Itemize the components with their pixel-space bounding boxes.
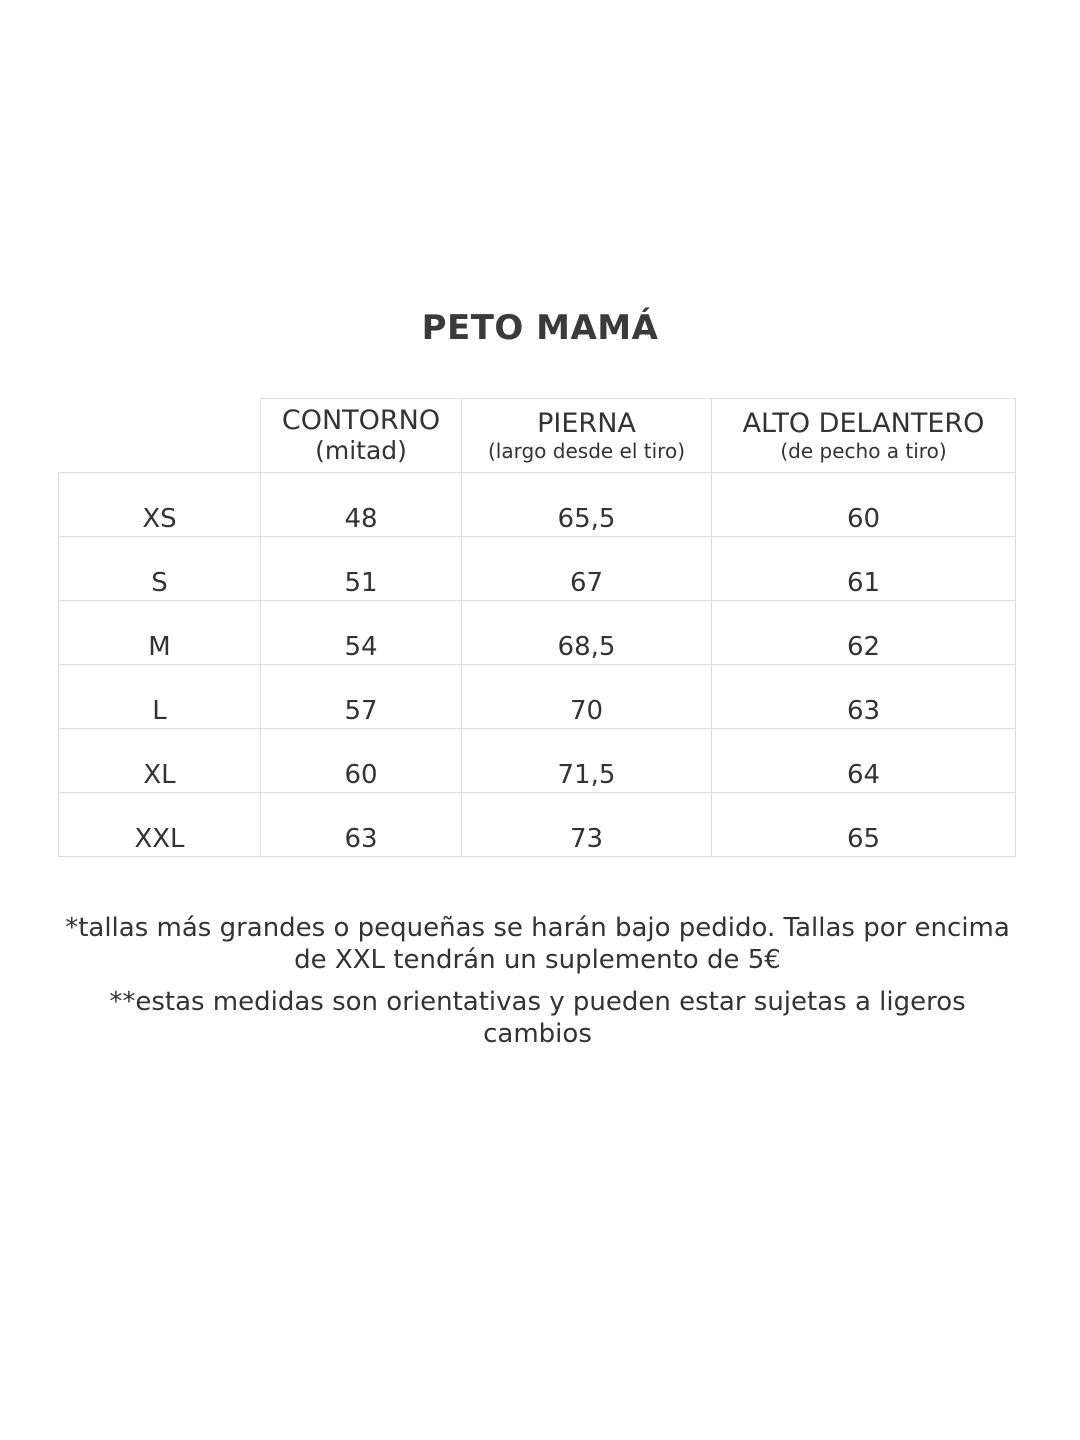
table-row: S 51 67 61 — [58, 536, 1016, 601]
header-empty-cell — [58, 398, 261, 473]
header-label: ALTO DELANTERO — [742, 407, 985, 439]
footnote: *tallas más grandes o pequeñas se harán … — [65, 913, 1010, 975]
value-cell: 67 — [461, 536, 712, 601]
value-cell: 71,5 — [461, 728, 712, 793]
footnote: **estas medidas son orientativas y puede… — [109, 987, 966, 1049]
header-pierna: PIERNA (largo desde el tiro) — [461, 398, 712, 473]
header-sublabel: (mitad) — [315, 435, 407, 465]
value-cell: 62 — [711, 600, 1016, 665]
table-row: L 57 70 63 — [58, 664, 1016, 729]
value-cell: 48 — [260, 472, 462, 537]
value-cell: 61 — [711, 536, 1016, 601]
size-cell: XL — [58, 728, 261, 793]
value-cell: 63 — [711, 664, 1016, 729]
table-row: XXL 63 73 65 — [58, 792, 1016, 857]
size-cell: L — [58, 664, 261, 729]
footnotes: *tallas más grandes o pequeñas se harán … — [60, 912, 1015, 1060]
value-cell: 64 — [711, 728, 1016, 793]
table-row: XL 60 71,5 64 — [58, 728, 1016, 793]
size-cell: S — [58, 536, 261, 601]
header-contorno: CONTORNO (mitad) — [260, 398, 462, 473]
header-alto-delantero: ALTO DELANTERO (de pecho a tiro) — [711, 398, 1016, 473]
value-cell: 70 — [461, 664, 712, 729]
size-cell: XS — [58, 472, 261, 537]
table-row: M 54 68,5 62 — [58, 600, 1016, 665]
header-label: PIERNA — [537, 407, 636, 439]
table-header-row: CONTORNO (mitad) PIERNA (largo desde el … — [58, 398, 1016, 473]
header-sublabel: (de pecho a tiro) — [780, 438, 947, 463]
size-table: CONTORNO (mitad) PIERNA (largo desde el … — [58, 398, 1016, 857]
value-cell: 60 — [711, 472, 1016, 537]
header-sublabel: (largo desde el tiro) — [488, 438, 685, 463]
size-cell: M — [58, 600, 261, 665]
value-cell: 51 — [260, 536, 462, 601]
size-cell: XXL — [58, 792, 261, 857]
value-cell: 73 — [461, 792, 712, 857]
value-cell: 63 — [260, 792, 462, 857]
header-label: CONTORNO — [281, 404, 441, 436]
page-title: PETO MAMÁ — [421, 308, 659, 348]
value-cell: 65,5 — [461, 472, 712, 537]
value-cell: 57 — [260, 664, 462, 729]
table-row: XS 48 65,5 60 — [58, 472, 1016, 537]
value-cell: 60 — [260, 728, 462, 793]
value-cell: 68,5 — [461, 600, 712, 665]
value-cell: 54 — [260, 600, 462, 665]
value-cell: 65 — [711, 792, 1016, 857]
